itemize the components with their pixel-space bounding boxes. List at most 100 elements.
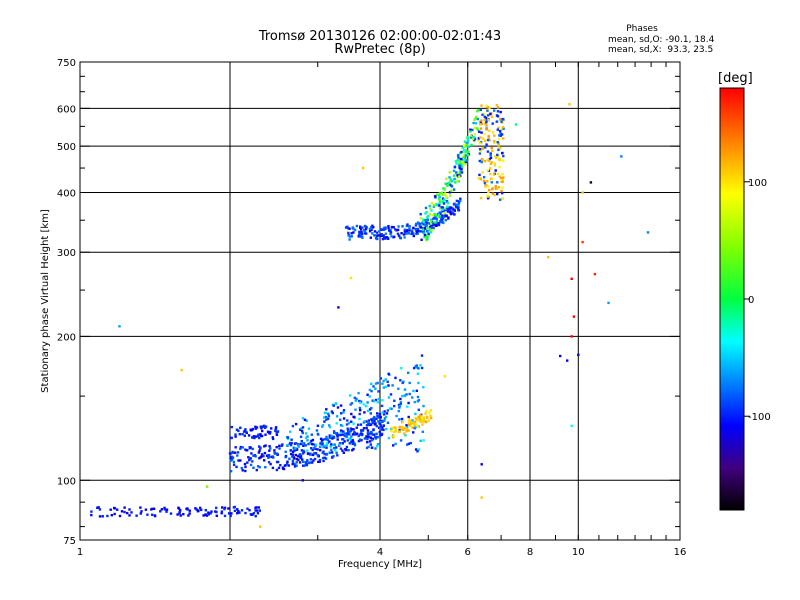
data-point xyxy=(382,228,385,231)
data-point xyxy=(106,514,109,518)
data-point xyxy=(324,415,328,419)
data-point xyxy=(406,429,410,432)
data-point xyxy=(431,214,435,217)
y-axis-label: Stationary phase Virtual Height [km] xyxy=(40,209,51,393)
data-point xyxy=(481,137,485,140)
data-point xyxy=(305,419,308,422)
data-point xyxy=(364,420,368,423)
data-point xyxy=(239,447,242,450)
data-point xyxy=(407,232,410,235)
data-point xyxy=(489,112,492,115)
data-point xyxy=(358,438,362,441)
data-point xyxy=(259,446,262,449)
data-point xyxy=(284,450,287,453)
data-point xyxy=(358,233,361,236)
data-point xyxy=(322,416,326,419)
data-point xyxy=(458,160,462,163)
data-point xyxy=(347,449,350,452)
data-point xyxy=(483,181,487,185)
data-point xyxy=(416,227,420,231)
data-point xyxy=(425,224,428,227)
data-point xyxy=(260,455,263,458)
data-point xyxy=(440,220,443,223)
data-point xyxy=(278,444,281,447)
data-point xyxy=(486,169,490,172)
data-point xyxy=(308,461,312,464)
data-point xyxy=(399,379,402,382)
data-point xyxy=(479,136,482,139)
data-point xyxy=(424,226,427,230)
data-point xyxy=(301,452,305,455)
data-point xyxy=(227,512,231,515)
data-point xyxy=(438,211,442,214)
data-point xyxy=(487,119,490,122)
data-point xyxy=(336,454,339,457)
data-point xyxy=(496,115,500,118)
data-point xyxy=(500,176,503,180)
data-point xyxy=(467,151,470,154)
data-point xyxy=(444,219,447,222)
data-point xyxy=(484,146,487,149)
data-point xyxy=(416,232,419,235)
data-point xyxy=(301,431,304,435)
data-point xyxy=(287,464,290,467)
data-point xyxy=(496,187,499,190)
data-point xyxy=(355,426,358,429)
data-point xyxy=(368,440,372,443)
data-point xyxy=(385,427,388,431)
data-point xyxy=(344,226,348,229)
data-point xyxy=(282,467,286,471)
data-point xyxy=(453,178,456,181)
data-point xyxy=(299,435,303,438)
data-point xyxy=(455,171,458,174)
data-point xyxy=(310,447,313,450)
data-point xyxy=(368,395,371,398)
data-point xyxy=(441,206,445,209)
data-point xyxy=(492,173,496,176)
data-point xyxy=(325,408,328,411)
data-point xyxy=(372,417,375,420)
data-point xyxy=(422,223,425,226)
data-point xyxy=(341,433,344,436)
data-point xyxy=(498,158,501,161)
data-point xyxy=(414,412,417,416)
data-point xyxy=(458,167,462,170)
data-point xyxy=(368,227,372,230)
data-point xyxy=(388,407,392,410)
data-point xyxy=(312,446,316,450)
data-point xyxy=(489,162,493,165)
data-point xyxy=(501,197,504,200)
data-point xyxy=(411,229,414,232)
data-point xyxy=(469,130,472,133)
data-point xyxy=(433,217,436,220)
data-point xyxy=(392,434,395,438)
data-point xyxy=(438,215,442,218)
data-point xyxy=(497,106,500,109)
data-point xyxy=(371,421,374,424)
data-point xyxy=(473,133,476,136)
data-point xyxy=(255,435,258,438)
data-point xyxy=(243,429,247,433)
data-point xyxy=(215,506,218,510)
data-point xyxy=(408,424,412,428)
data-point xyxy=(262,424,266,427)
data-point xyxy=(159,510,162,513)
data-point xyxy=(363,437,367,440)
data-point xyxy=(231,451,234,454)
data-point xyxy=(459,199,462,203)
data-point xyxy=(496,153,499,157)
data-point xyxy=(428,411,431,414)
data-point xyxy=(332,404,335,407)
data-point xyxy=(302,460,305,463)
data-point xyxy=(438,192,441,195)
data-point xyxy=(303,418,307,421)
data-point xyxy=(245,430,248,434)
data-point xyxy=(249,428,252,431)
data-point xyxy=(452,188,456,191)
data-point xyxy=(366,435,369,439)
data-point xyxy=(366,420,370,424)
data-point xyxy=(446,210,450,213)
data-point xyxy=(500,189,503,193)
data-point xyxy=(348,430,351,434)
data-point xyxy=(215,510,218,514)
